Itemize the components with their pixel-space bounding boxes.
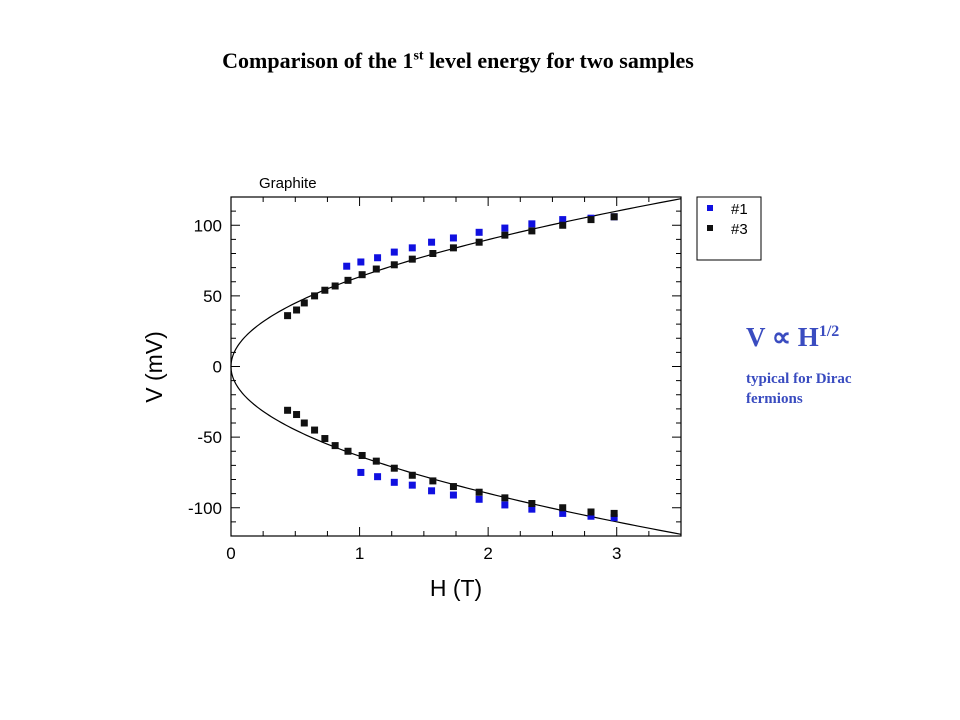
data-point-series-3 (449, 483, 457, 491)
data-point-series-3 (293, 306, 301, 314)
chart-title: Graphite (259, 175, 317, 192)
data-point-series-1 (390, 248, 398, 256)
y-tick-label: 50 (203, 287, 222, 306)
formula-exponent: 1/2 (818, 323, 840, 340)
data-point-series-3 (372, 265, 380, 273)
data-point-series-3 (559, 221, 567, 229)
data-point-series-3 (528, 227, 536, 235)
data-point-series-3 (501, 494, 509, 502)
data-point-series-3 (475, 238, 483, 246)
data-point-series-1 (559, 216, 567, 224)
legend-box (696, 196, 762, 261)
data-point-series-3 (358, 451, 366, 459)
data-point-series-3 (390, 261, 398, 269)
data-point-series-3 (429, 477, 437, 485)
data-point-series-3 (321, 286, 329, 294)
data-point-series-1 (357, 468, 365, 476)
data-point-series-1 (408, 481, 416, 489)
y-tick-label: 100 (194, 216, 222, 235)
legend: #1 #3 (696, 196, 762, 261)
x-axis-label: H (T) (430, 575, 482, 601)
data-point-series-3 (587, 216, 595, 224)
data-point-series-1 (610, 514, 618, 522)
data-point-series-1 (501, 224, 509, 232)
data-point-series-1 (428, 487, 436, 495)
data-point-series-3 (610, 509, 618, 517)
data-point-series-3 (587, 508, 595, 516)
data-point-series-3 (321, 435, 329, 443)
data-point-series-1 (475, 228, 483, 236)
data-point-series-3 (475, 488, 483, 496)
x-tick-label: 0 (226, 544, 235, 563)
data-point-series-1 (390, 478, 398, 486)
annotation-note: typical for Dirac fermions (746, 371, 852, 407)
data-point-series-3 (408, 471, 416, 479)
formula: V ∝ H1/2 (746, 322, 866, 353)
legend-marker-series-3 (707, 225, 713, 231)
data-point-series-3 (501, 231, 509, 239)
slide-title: Comparison of the 1st level energy for t… (0, 48, 916, 74)
y-tick-label: -50 (197, 428, 222, 447)
data-point-series-3 (390, 464, 398, 472)
data-point-series-1 (587, 512, 595, 520)
data-point-series-1 (528, 505, 536, 513)
data-point-series-3 (293, 411, 301, 419)
data-point-series-1 (449, 491, 457, 499)
data-point-series-1 (343, 262, 351, 270)
data-point-series-3 (331, 442, 339, 450)
data-point-series-1 (501, 501, 509, 509)
x-tick-label: 2 (483, 544, 492, 563)
y-axis-label: V (mV) (141, 331, 167, 403)
title-superscript: st (413, 48, 424, 64)
data-point-series-1 (528, 220, 536, 228)
data-point-series-3 (372, 457, 380, 465)
data-point-series-3 (300, 299, 308, 307)
legend-label-series-3: #3 (731, 221, 748, 238)
tick-labels: 0 1 2 3 -100 -50 0 50 100 (188, 216, 621, 563)
data-point-series-3 (408, 255, 416, 263)
x-tick-label: 1 (355, 544, 364, 563)
annotation: V ∝ H1/2 typical for Dirac fermions (746, 322, 866, 409)
x-tick-label: 3 (612, 544, 621, 563)
formula-main: V ∝ H (746, 322, 819, 352)
data-points (284, 213, 618, 522)
data-point-series-1 (449, 234, 457, 242)
legend-label-series-1: #1 (731, 201, 748, 218)
data-point-series-3 (559, 504, 567, 512)
data-point-series-1 (408, 244, 416, 252)
data-point-series-3 (429, 250, 437, 257)
data-point-series-3 (344, 276, 352, 284)
data-point-series-1 (475, 495, 483, 503)
data-point-series-1 (374, 473, 382, 481)
data-point-series-3 (311, 292, 319, 300)
y-tick-label: 0 (213, 358, 222, 377)
data-point-series-1 (374, 254, 382, 262)
data-point-series-3 (449, 244, 457, 252)
data-point-series-3 (331, 282, 339, 290)
data-point-series-3 (528, 500, 536, 508)
data-point-series-1 (357, 258, 365, 266)
data-point-series-3 (284, 406, 292, 414)
data-point-series-3 (311, 426, 319, 434)
data-point-series-3 (358, 271, 366, 279)
data-point-series-3 (284, 312, 292, 320)
data-point-series-1 (428, 238, 436, 246)
data-point-series-1 (559, 509, 567, 517)
title-main: Comparison of the 1 (222, 48, 414, 73)
data-point-series-3 (344, 447, 352, 455)
y-tick-label: -100 (188, 499, 222, 518)
title-rest: level energy for two samples (423, 48, 694, 73)
axis-ticks (230, 196, 682, 537)
data-point-series-3 (300, 419, 308, 427)
data-point-series-3 (610, 213, 618, 221)
legend-marker-series-1 (707, 205, 713, 211)
